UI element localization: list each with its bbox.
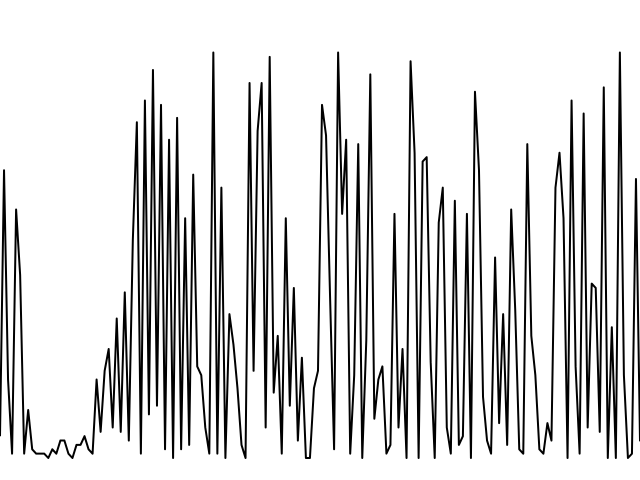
series-line-0 (0, 51, 640, 459)
series-layer (0, 51, 640, 459)
